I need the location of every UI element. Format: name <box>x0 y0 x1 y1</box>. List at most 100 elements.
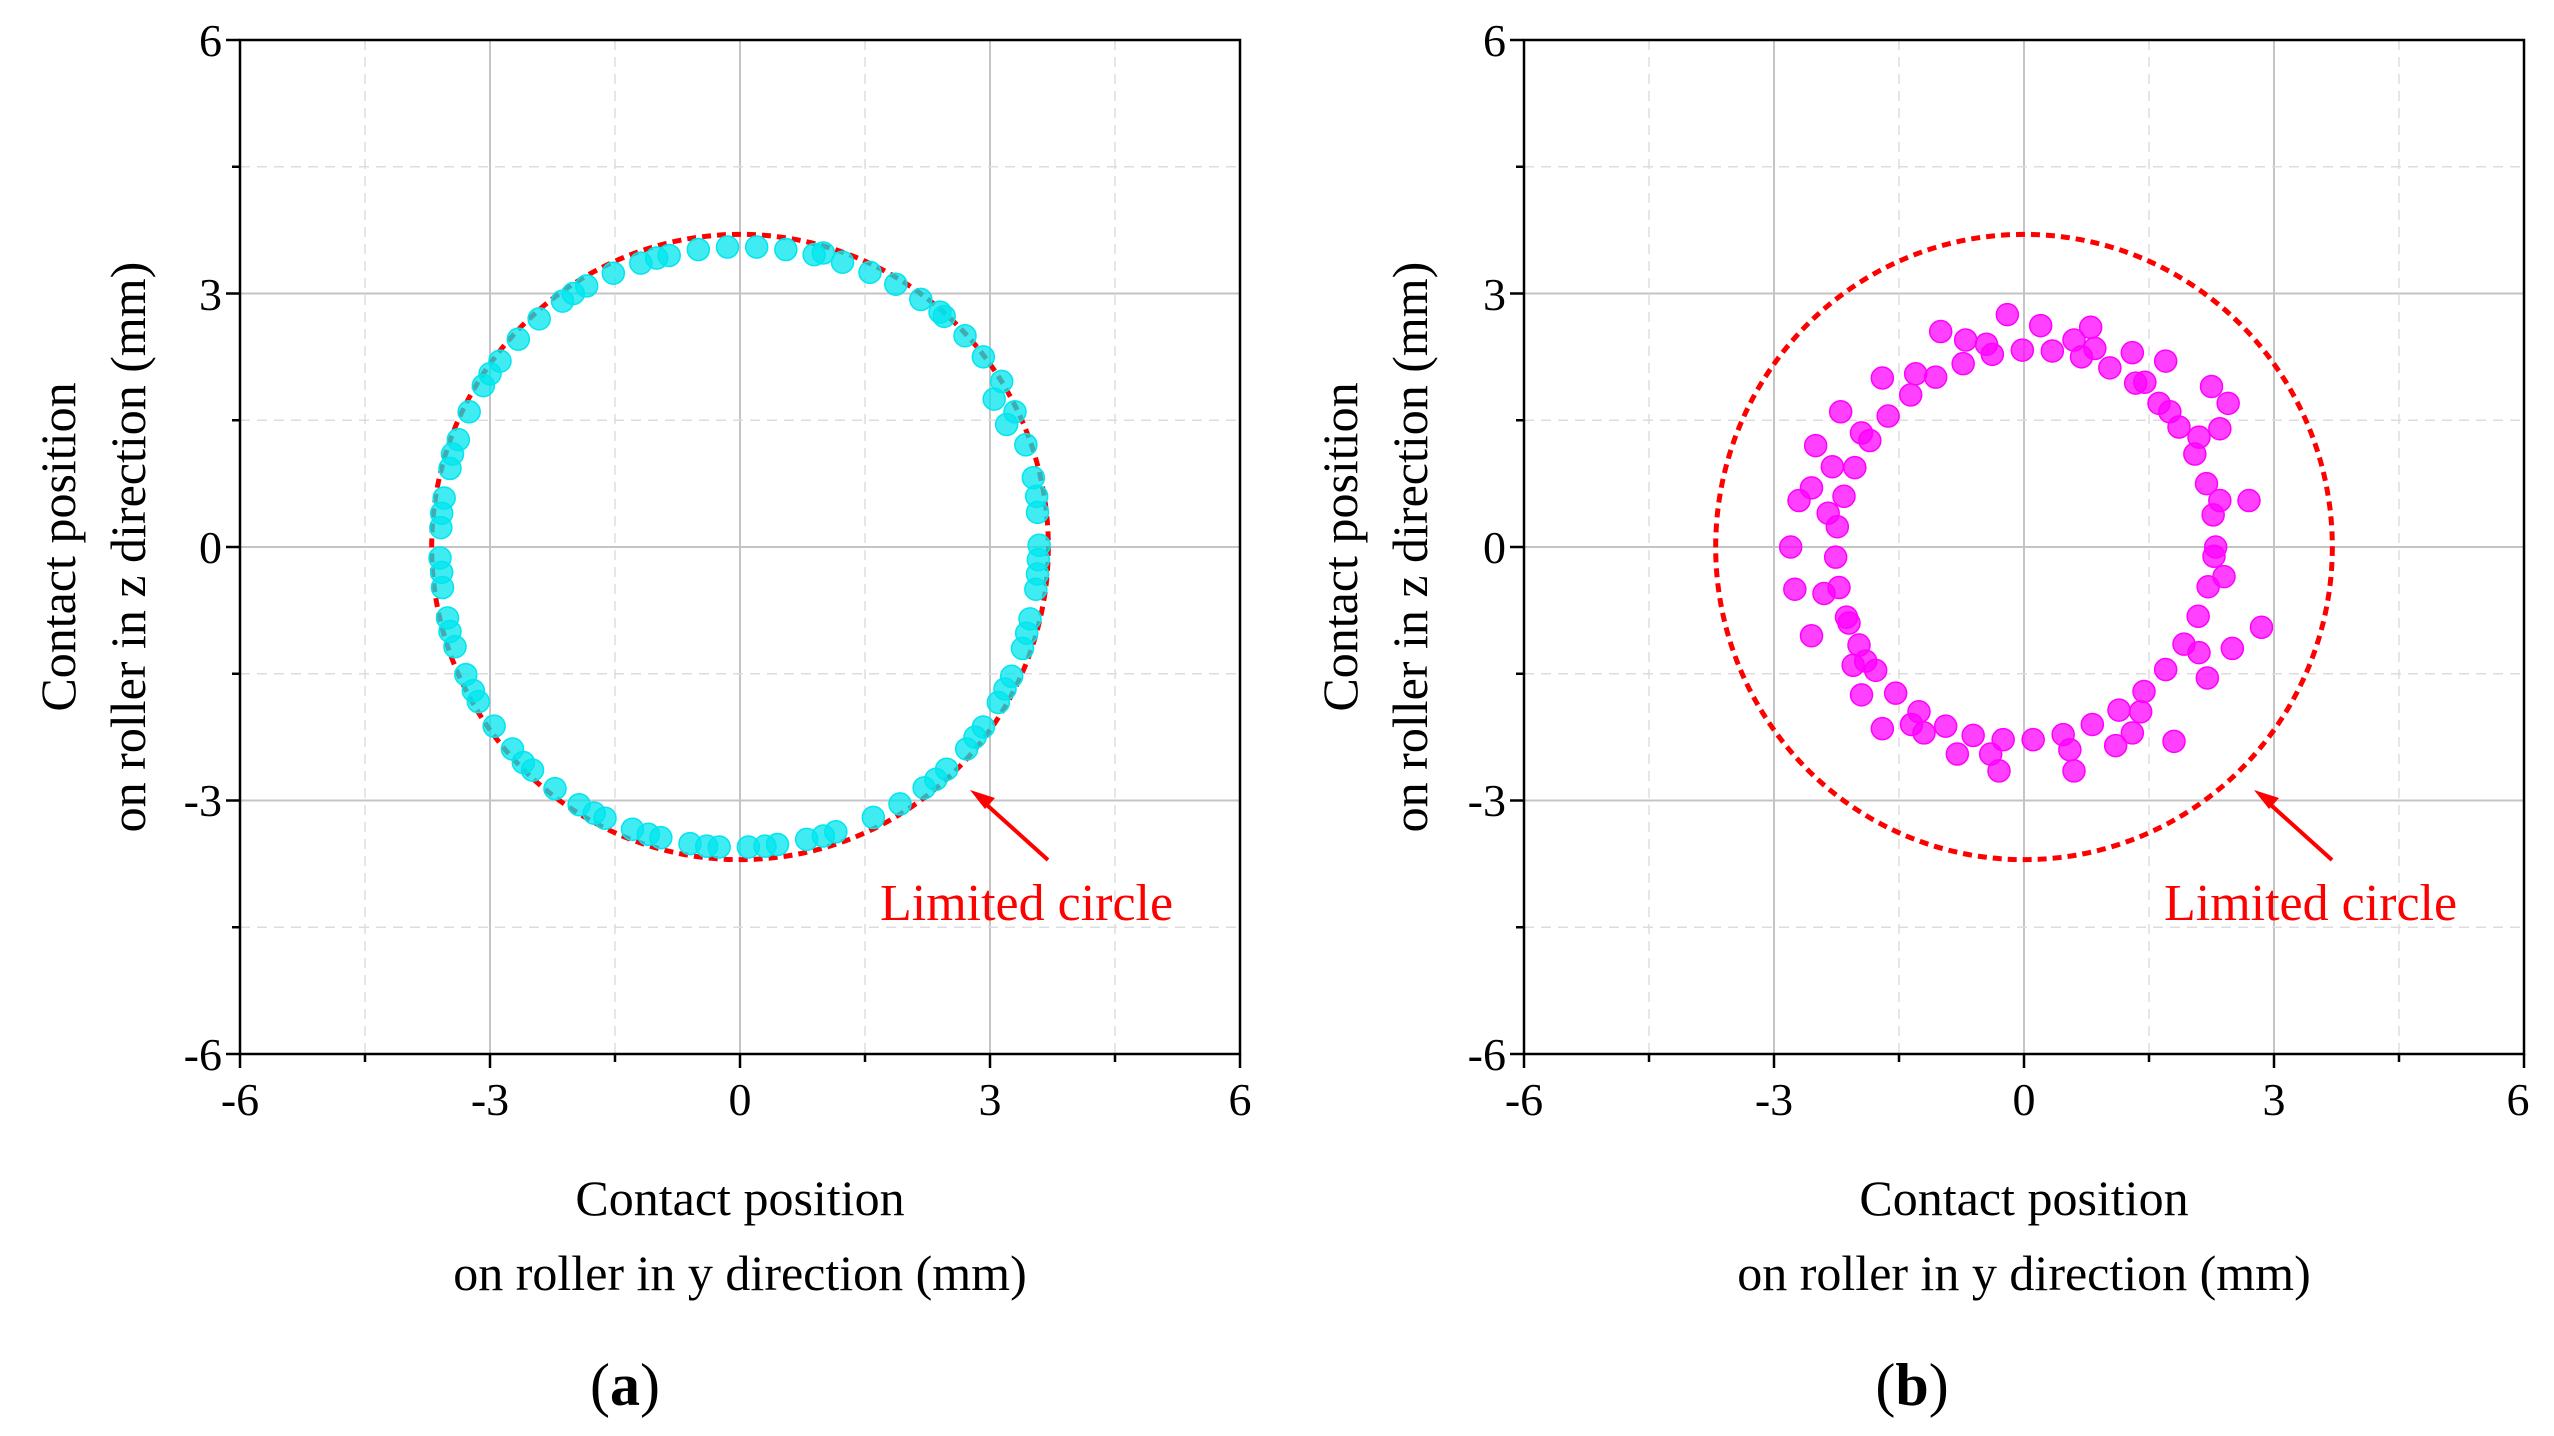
scatter-point <box>482 714 506 738</box>
scatter-point <box>2195 666 2220 690</box>
scatter-point <box>2220 636 2245 661</box>
x-tick-label: 6 <box>2507 1074 2530 1125</box>
scatter-point <box>1823 545 1848 569</box>
scatter-point <box>1951 351 1975 376</box>
scatter-point <box>1832 484 1856 509</box>
scatter-point <box>2186 604 2210 629</box>
scatter-point <box>924 767 948 792</box>
scatter-point <box>2098 356 2122 380</box>
x-tick-label: 0 <box>2013 1074 2036 1125</box>
scatter-point <box>811 241 836 265</box>
scatter-points <box>1778 302 2274 783</box>
y-tick-labels: -6 -3 0 3 6 <box>184 15 222 1080</box>
scatter-point <box>1883 681 1908 705</box>
x-tick-label: 0 <box>729 1074 752 1125</box>
scatter-point <box>2103 733 2128 758</box>
y-tick-label: 0 <box>199 522 222 573</box>
scatter-point <box>2028 313 2053 338</box>
y-tick-label: 3 <box>199 269 222 320</box>
axis-ticks <box>226 38 1242 1068</box>
scatter-point <box>1849 683 1874 707</box>
scatter-point <box>2187 640 2211 665</box>
y-tick-label: -6 <box>1468 1029 1506 1080</box>
scatter-point <box>963 725 987 749</box>
y-tick-label: 6 <box>1483 15 1506 66</box>
x-axis-label-line1: Contact position <box>1859 1170 2188 1226</box>
scatter-point <box>644 246 669 270</box>
x-tick-label: 6 <box>1229 1074 1252 1125</box>
scatter-point <box>1816 501 1840 525</box>
scatter-point <box>2021 727 2045 752</box>
panel-label: (a) <box>590 1352 660 1418</box>
scatter-point <box>1903 362 1928 386</box>
annotation-arrowhead <box>2254 790 2279 809</box>
scatter-point <box>994 412 1019 437</box>
scatter-point <box>1820 454 1845 479</box>
scatter-point <box>636 822 661 847</box>
limited-circle <box>1713 231 2335 863</box>
scatter-point <box>830 250 855 274</box>
annotation-text: Limited circle <box>2164 875 2457 932</box>
scatter-point <box>1014 433 1038 457</box>
panel-label: (b) <box>1875 1352 1948 1418</box>
y-axis-label-line1: Contact position <box>30 382 86 711</box>
scatter-point <box>2158 400 2182 424</box>
scatter-point <box>2128 700 2153 724</box>
scatter-point <box>511 750 536 775</box>
scatter-point <box>928 300 952 324</box>
scatter-point <box>582 801 606 825</box>
scatter-points <box>428 235 1051 859</box>
scatter-point <box>2208 416 2232 441</box>
scatter-point <box>2208 488 2232 513</box>
y-axis-label-line2: on roller in z direction (mm) <box>1382 262 1438 833</box>
scatter-point <box>811 824 836 848</box>
scatter-point <box>543 776 567 801</box>
scatter-point <box>1945 742 1970 766</box>
scatter-point <box>1783 577 1807 601</box>
limited-circle-annotation: Limited circle <box>2164 790 2457 932</box>
scatter-point <box>2212 564 2236 589</box>
annotation-arrow <box>2260 795 2334 862</box>
scatter-point <box>1778 535 1803 559</box>
scatter-point <box>744 235 769 259</box>
scatter-point <box>1837 611 1861 635</box>
x-axis-label-line2: on roller in y direction (mm) <box>453 1245 1026 1301</box>
limit-circle-group <box>1713 231 2335 863</box>
scatter-point <box>686 237 711 262</box>
scatter-point <box>1870 366 1895 390</box>
x-axis-label-line1: Contact position <box>575 1170 904 1226</box>
scatter-point <box>478 362 502 386</box>
scatter-point <box>1025 562 1050 586</box>
panel-b: -6 -3 0 3 6 -6 -3 0 3 6 Contact position… <box>1312 15 2530 1418</box>
scatter-point <box>982 387 1006 411</box>
scatter-point <box>2083 336 2107 361</box>
scatter-point <box>861 805 886 830</box>
scatter-point <box>1923 365 1948 389</box>
scatter-point <box>2187 425 2211 449</box>
scatter-point <box>2153 657 2178 682</box>
scatter-point <box>2040 339 2065 363</box>
scatter-point <box>1812 581 1836 606</box>
scatter-point <box>1843 455 1867 480</box>
scatter-point <box>506 327 531 351</box>
scatter-point <box>1849 421 1874 445</box>
x-tick-labels: -6 -3 0 3 6 <box>1505 1074 2530 1125</box>
x-tick-label: -6 <box>221 1074 259 1125</box>
scatter-point <box>2078 315 2103 340</box>
scatter-point <box>993 677 1017 701</box>
scatter-point <box>1987 759 2011 783</box>
scatter-point <box>2062 759 2086 783</box>
y-tick-label: -3 <box>1468 775 1506 826</box>
axis-ticks <box>1510 38 2526 1068</box>
limited-circle-annotation: Limited circle <box>880 790 1173 932</box>
scatter-point <box>461 678 486 703</box>
scatter-point <box>2107 698 2131 722</box>
y-tick-label: 6 <box>199 15 222 66</box>
scatter-point <box>2132 679 2156 704</box>
scatter-point <box>1828 400 1853 424</box>
scatter-point <box>884 272 908 296</box>
y-tick-label: -6 <box>184 1029 222 1080</box>
y-tick-label: -3 <box>184 775 222 826</box>
x-axis-label-line2: on roller in y direction (mm) <box>1737 1245 2310 1301</box>
scatter-point <box>1024 484 1049 509</box>
